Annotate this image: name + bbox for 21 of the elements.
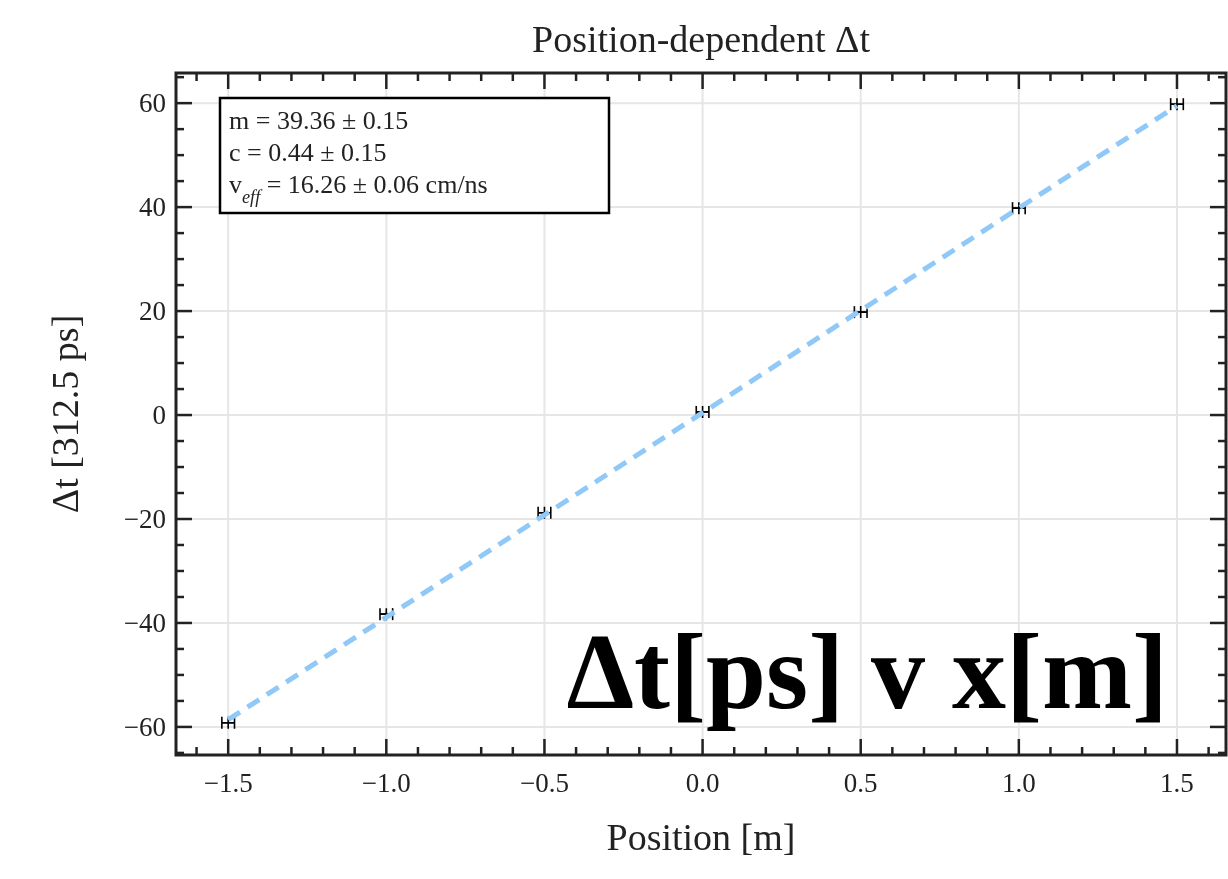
x-tick-label: 1.0 xyxy=(1001,768,1036,798)
y-axis-title: Δt [312.5 ps] xyxy=(44,314,86,514)
x-tick-label: −0.5 xyxy=(519,768,569,798)
annotation: m = 39.36 ± 0.15 xyxy=(229,106,409,135)
x-tick-label: −1.5 xyxy=(203,768,253,798)
annotation: v$_{eff}$ = 16.26 ± 0.06 cm/ns xyxy=(229,170,488,207)
y-tick-label: −40 xyxy=(123,607,166,638)
y-tick-label: 20 xyxy=(139,296,166,327)
x-tick-label: 0.0 xyxy=(685,768,720,798)
y-tick-label: 40 xyxy=(139,192,166,223)
x-tick-label: 1.5 xyxy=(1160,768,1194,798)
x-axis-title: Position [m] xyxy=(606,816,796,858)
x-tick-label: 0.5 xyxy=(843,768,878,798)
y-tick-label: −20 xyxy=(123,504,166,534)
y-tick-label: −60 xyxy=(123,711,166,742)
chart-title: Position-dependent Δt xyxy=(532,18,871,60)
annotation: c = 0.44 ± 0.15 xyxy=(229,138,387,167)
y-tick-label: 0 xyxy=(152,400,166,431)
x-tick-label: −1.0 xyxy=(361,768,411,798)
y-tick-label: 60 xyxy=(139,88,166,119)
annotation: Δt[ps] v x[m] xyxy=(566,612,1168,731)
